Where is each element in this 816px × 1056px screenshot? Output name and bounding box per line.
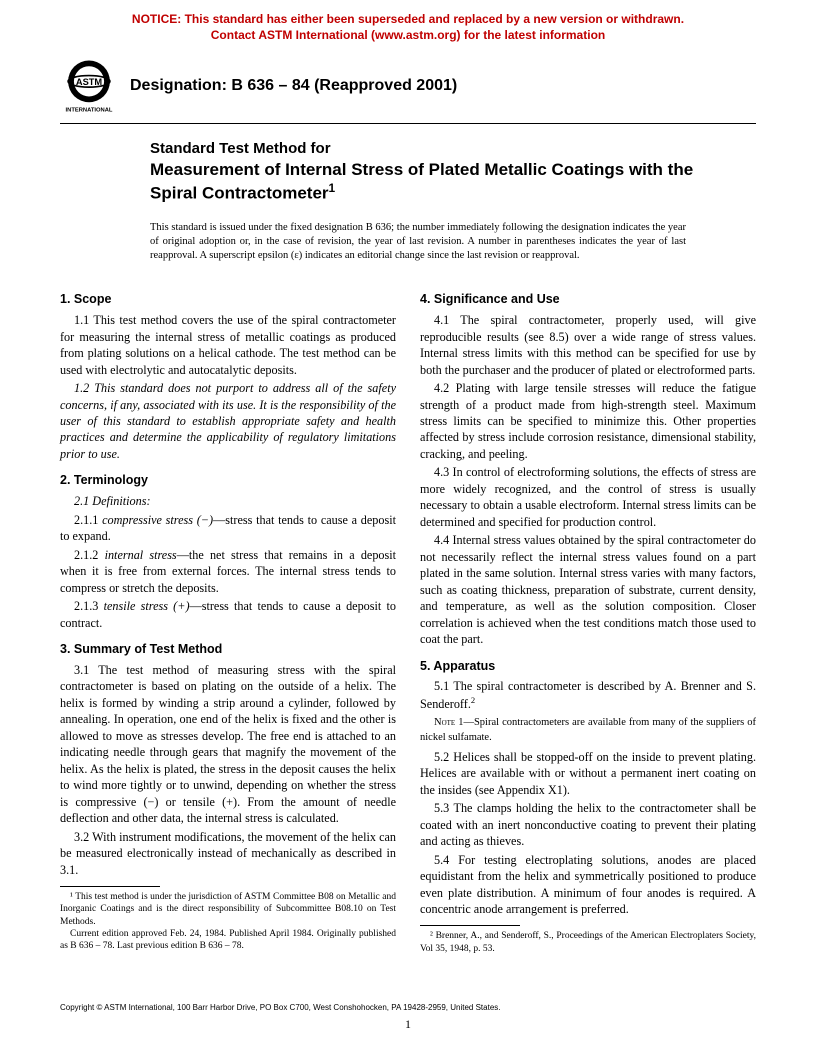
p5-4: 5.4 For testing electroplating solutions…: [420, 852, 756, 918]
page-number: 1: [0, 1017, 816, 1032]
sec2-head: 2. Terminology: [60, 472, 396, 489]
sec5-head: 5. Apparatus: [420, 658, 756, 675]
p1-1: 1.1 This test method covers the use of t…: [60, 312, 396, 378]
footnote-1: ¹ This test method is under the jurisdic…: [60, 891, 396, 928]
sec1-head: 1. Scope: [60, 291, 396, 308]
copyright: Copyright © ASTM International, 100 Barr…: [60, 1003, 501, 1012]
p1-2: 1.2 This standard does not purport to ad…: [60, 380, 396, 462]
def-3: 2.1.3 tensile stress (+)—stress that ten…: [60, 598, 396, 631]
p4-3: 4.3 In control of electroforming solutio…: [420, 464, 756, 530]
p3-1: 3.1 The test method of measuring stress …: [60, 662, 396, 827]
svg-text:ASTM: ASTM: [76, 77, 103, 87]
p4-2: 4.2 Plating with large tensile stresses …: [420, 380, 756, 462]
issued-note: This standard is issued under the fixed …: [0, 213, 816, 282]
svg-text:INTERNATIONAL: INTERNATIONAL: [66, 108, 113, 114]
defs-head: 2.1 Definitions:: [60, 493, 396, 509]
header-row: ASTM INTERNATIONAL Designation: B 636 – …: [0, 47, 816, 123]
body-columns: 1. Scope 1.1 This test method covers the…: [0, 281, 816, 955]
astm-logo: ASTM INTERNATIONAL: [60, 57, 118, 115]
notice-banner: NOTICE: This standard has either been su…: [0, 0, 816, 47]
title-line2: Measurement of Internal Stress of Plated…: [150, 159, 696, 205]
notice-line1: NOTICE: This standard has either been su…: [132, 12, 684, 26]
def-1: 2.1.1 compressive stress (−)—stress that…: [60, 512, 396, 545]
right-column: 4. Significance and Use 4.1 The spiral c…: [420, 281, 756, 955]
sec4-head: 4. Significance and Use: [420, 291, 756, 308]
sec3-head: 3. Summary of Test Method: [60, 641, 396, 658]
p4-1: 4.1 The spiral contractometer, properly …: [420, 312, 756, 378]
p5-1: 5.1 The spiral contractometer is describ…: [420, 678, 756, 712]
p3-2: 3.2 With instrument modifications, the m…: [60, 829, 396, 878]
designation: Designation: B 636 – 84 (Reapproved 2001…: [130, 77, 457, 95]
footnote-1b: Current edition approved Feb. 24, 1984. …: [60, 928, 396, 953]
header-rule: [60, 123, 756, 124]
p4-4: 4.4 Internal stress values obtained by t…: [420, 532, 756, 647]
footnote-rule-right: [420, 925, 520, 926]
title-line1: Standard Test Method for: [150, 140, 696, 159]
footnote-2: ² Brenner, A., and Senderoff, S., Procee…: [420, 930, 756, 955]
note-1: Note 1—Spiral contractometers are availa…: [420, 716, 756, 744]
title-block: Standard Test Method for Measurement of …: [0, 140, 816, 213]
notice-line2: Contact ASTM International (www.astm.org…: [211, 28, 605, 42]
footnote-rule-left: [60, 886, 160, 887]
p5-2: 5.2 Helices shall be stopped-off on the …: [420, 749, 756, 798]
p5-3: 5.3 The clamps holding the helix to the …: [420, 800, 756, 849]
left-column: 1. Scope 1.1 This test method covers the…: [60, 281, 396, 955]
def-2: 2.1.2 internal stress—the net stress tha…: [60, 547, 396, 596]
